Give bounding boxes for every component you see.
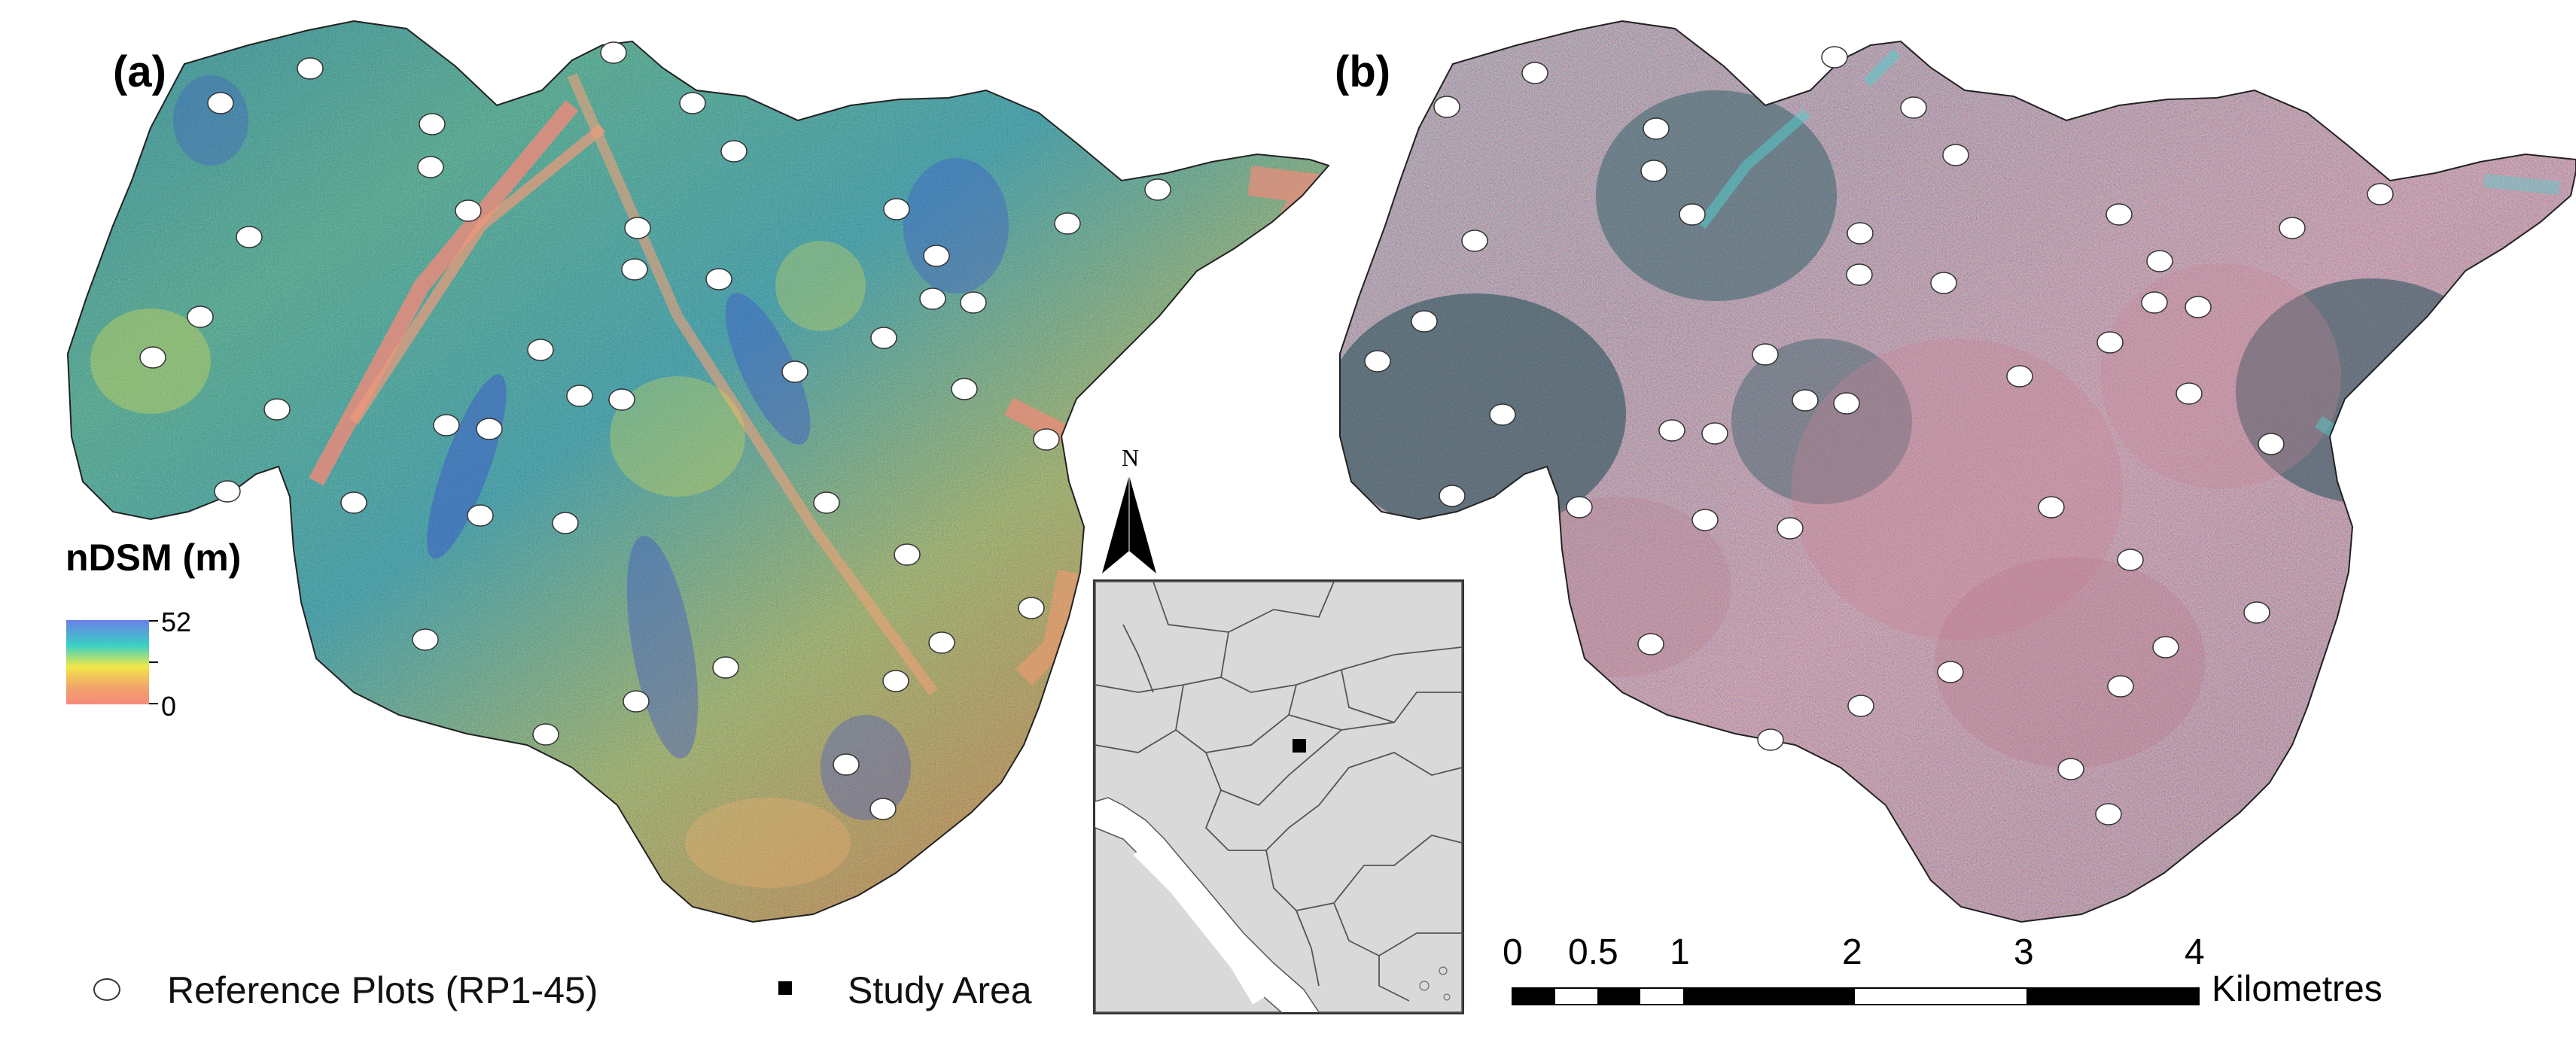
reference-plots-b	[1364, 46, 2394, 826]
scale-unit-label: Kilometres	[2212, 969, 2383, 1009]
scale-tick-1: 1	[1670, 932, 1690, 972]
colorbar-min-label: 0	[161, 691, 177, 722]
north-arrow-icon	[1102, 476, 1156, 573]
scale-tick-3: 3	[2014, 932, 2034, 972]
panel-a-map	[67, 20, 1329, 923]
panel-b-label: (b)	[1335, 47, 1391, 96]
reference-plots-a	[139, 41, 1171, 820]
reference-plots-legend-label: Reference Plots (RP1-45)	[167, 969, 598, 1011]
locator-inset-map	[1093, 579, 1464, 1014]
north-label: N	[1122, 444, 1140, 471]
scale-tick-4: 4	[2185, 932, 2205, 972]
panel-a-label: (a)	[113, 47, 166, 96]
ndsm-colorbar	[66, 620, 158, 704]
study-area-legend-label: Study Area	[848, 969, 1032, 1011]
scale-tick-0-5: 0.5	[1568, 932, 1618, 972]
panel-b-map	[1339, 20, 2576, 923]
study-area-marker	[1293, 739, 1306, 753]
colorbar-max-label: 52	[161, 607, 192, 637]
study-area-legend-icon	[778, 981, 792, 995]
reference-plot-legend-icon	[93, 978, 120, 1001]
scale-tick-2: 2	[1842, 932, 1862, 972]
ndsm-legend-title: nDSM (m)	[65, 537, 242, 579]
scale-bar-graphic	[1512, 987, 2200, 1005]
scale-tick-0: 0	[1503, 932, 1523, 972]
